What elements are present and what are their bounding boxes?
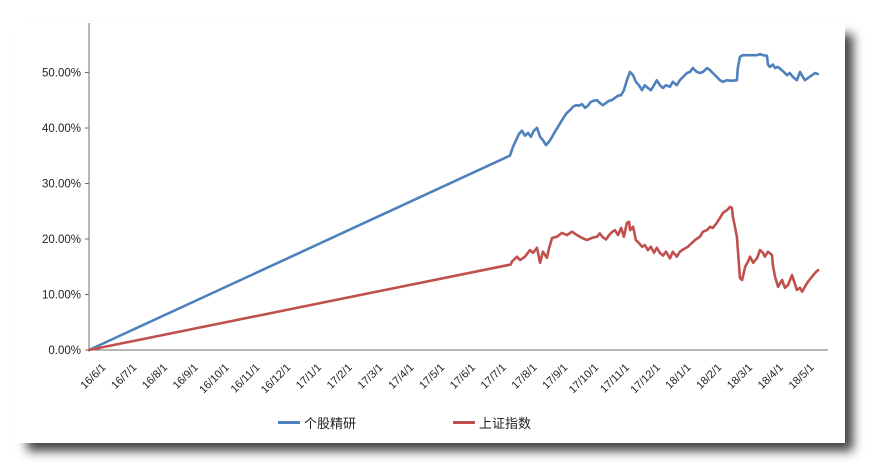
legend: 个股精研 上证指数 (0, 413, 871, 433)
legend-label-series1: 个股精研 (304, 415, 357, 431)
y-tick-label: 40.00% (42, 123, 81, 135)
x-tick-label: 16/6/1 (78, 362, 108, 392)
series-line-2 (87, 205, 820, 352)
x-tick-label: 18/3/1 (725, 362, 755, 392)
series1-line-swatch (278, 420, 300, 424)
axis-lines (88, 23, 828, 351)
x-tick-label: 17/4/1 (386, 362, 416, 392)
x-tick-label: 16/7/1 (109, 362, 139, 392)
x-tick-label: 17/7/1 (479, 362, 509, 392)
x-tick-label: 17/3/1 (356, 362, 386, 392)
legend-label-series2: 上证指数 (479, 415, 532, 431)
x-tick-label: 17/11/1 (598, 362, 632, 396)
x-tick-label: 16/12/1 (259, 362, 293, 396)
chart-card (15, 22, 845, 443)
y-tick-label: 50.00% (42, 67, 81, 79)
x-tick-label: 16/11/1 (229, 362, 263, 396)
x-tick-label: 18/4/1 (756, 362, 786, 392)
series2-line-swatch (453, 420, 475, 424)
x-tick-label: 17/12/1 (628, 362, 662, 396)
y-tick-label: 0.00% (48, 345, 81, 357)
x-tick-label: 17/2/1 (325, 362, 355, 392)
x-tick-label: 16/10/1 (197, 362, 231, 396)
x-tick-label: 18/2/1 (694, 362, 724, 392)
x-tick-label: 17/8/1 (509, 362, 539, 392)
series-line-1 (87, 52, 820, 352)
x-tick-label: 17/10/1 (567, 362, 601, 396)
x-tick-label: 18/5/1 (787, 362, 817, 392)
legend-item-series2: 上证指数 (453, 413, 531, 431)
y-tick-label: 20.00% (42, 234, 81, 246)
x-tick-label: 16/8/1 (140, 362, 170, 392)
x-tick-label: 18/1/1 (663, 362, 693, 392)
legend-item-series1: 个股精研 (278, 413, 356, 431)
x-tick-label: 17/1/1 (294, 362, 324, 392)
y-tick-label: 30.00% (42, 178, 81, 190)
x-tick-label: 17/6/1 (448, 362, 478, 392)
y-tick-label: 10.00% (42, 289, 81, 301)
x-tick-label: 17/5/1 (417, 362, 447, 392)
